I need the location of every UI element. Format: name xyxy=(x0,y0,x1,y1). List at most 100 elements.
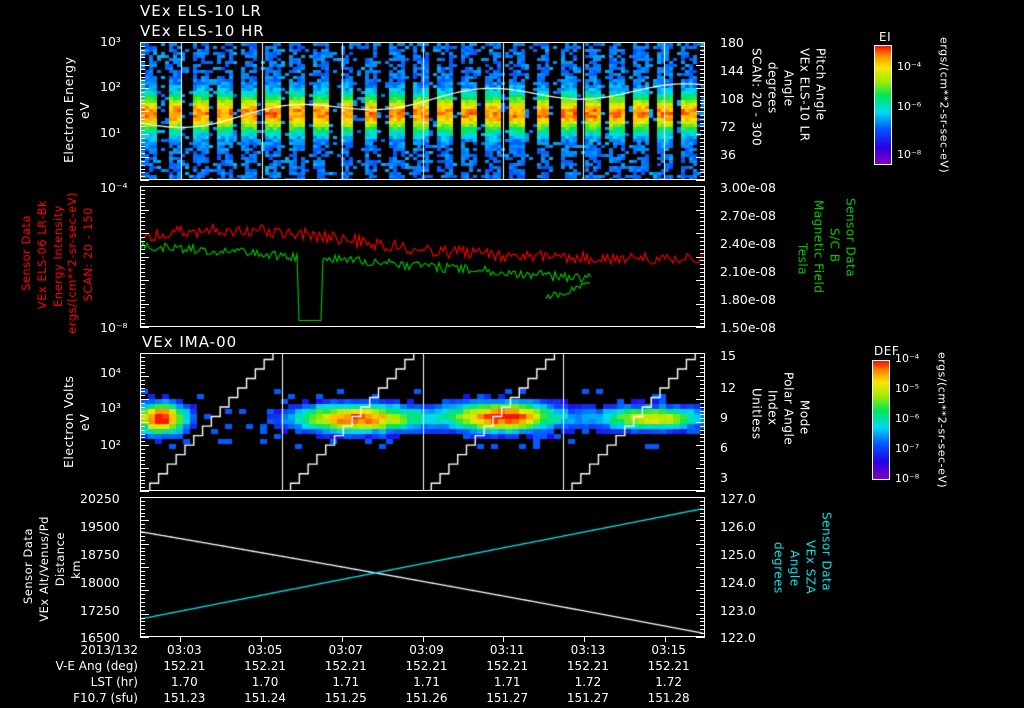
panel4-left-tick-13 xyxy=(140,548,145,549)
panel4-right-tick-5 xyxy=(700,516,705,517)
panel2-left-tick-22 xyxy=(140,272,145,273)
panel2-left-tick-33 xyxy=(140,315,145,316)
panel4-left-tick-27 xyxy=(140,602,145,603)
panel1-y2tick-108: 108 xyxy=(720,91,744,106)
xaxis-tick-4 xyxy=(503,637,504,642)
panel1-right-tick-18 xyxy=(696,111,705,112)
panel1-left-tick-2 xyxy=(140,50,145,51)
panel1-left-tick-31 xyxy=(140,161,145,162)
panel3-left-tick-27 xyxy=(140,457,145,458)
xaxis-tick-0 xyxy=(180,637,181,642)
panel1-left-tick-1 xyxy=(140,46,145,47)
panel4-right-tick-22 xyxy=(700,583,705,584)
panel3-y2tick-15: 15 xyxy=(720,348,736,363)
panel3-right-tick-30 xyxy=(696,468,705,469)
panel2-right-tick-8 xyxy=(700,217,705,218)
panel2-right-tick-20 xyxy=(700,264,705,265)
panel2-left-tick-1 xyxy=(140,190,145,191)
panel4-ytick-5: 16500 xyxy=(80,630,120,645)
bottom-cell-ve-ang-3: 152.21 xyxy=(405,659,448,673)
panel4-plot-area xyxy=(140,497,705,637)
panel2-left-tick-14 xyxy=(140,241,145,242)
panel2-right-tick-10 xyxy=(700,225,705,226)
panel3-left-tick-2 xyxy=(140,361,145,362)
panel4-right-tick-3 xyxy=(700,509,705,510)
panel2-right-tick-14 xyxy=(700,241,705,242)
panel3-left-tick-3 xyxy=(140,365,145,366)
panel4-left-tick-1 xyxy=(140,501,145,502)
panel4-left-tick-23 xyxy=(140,586,145,587)
panel4-right-tick-24 xyxy=(696,590,705,591)
bottom-cell-lst-2: 1.71 xyxy=(332,675,360,689)
panel2-left-tick-28 xyxy=(140,296,145,297)
panel4-right-tick-30 xyxy=(696,614,705,615)
panel1-left-tick-17 xyxy=(140,107,145,108)
panel4-ytick-2: 18750 xyxy=(80,547,120,562)
panel2-left-tick-20 xyxy=(140,264,145,265)
panel3-right-tick-7 xyxy=(700,380,705,381)
panel2-left-tick-19 xyxy=(140,260,145,261)
bottom-cell-lst-1: 1.70 xyxy=(251,675,279,689)
panel4-left-tick-8 xyxy=(140,528,145,529)
panel1-left-tick-21 xyxy=(140,123,145,124)
panel4-right-tick-8 xyxy=(700,528,705,529)
panel3-right-tick-4 xyxy=(700,368,705,369)
panel4-right-tick-7 xyxy=(700,524,705,525)
panel4-right-label-0: Sensor Data xyxy=(819,512,834,592)
panel3-right-tick-33 xyxy=(700,480,705,481)
panel4-y2tick-2: 125.0 xyxy=(720,547,756,562)
panel1-ytick-10: 10¹ xyxy=(100,125,121,140)
bottom-cell-f107-6: 151.28 xyxy=(647,691,690,705)
panel1-left-tick-32 xyxy=(140,165,145,166)
panel3-left-tick-26 xyxy=(140,453,145,454)
panel1-left-tick-23 xyxy=(140,130,145,131)
panel3-right-tick-16 xyxy=(700,414,705,415)
colorbar1-tick-2: 10⁻⁸ xyxy=(897,148,922,161)
panel2-left-label-2: Energy Intensity xyxy=(51,205,65,307)
bottom-cell-lst-5: 1.72 xyxy=(574,675,602,689)
colorbar1 xyxy=(874,45,892,165)
panel3-left-tick-15 xyxy=(140,411,145,412)
panel1-right-tick-23 xyxy=(700,130,705,131)
panel3-left-tick-20 xyxy=(140,430,145,431)
panel4-left-tick-21 xyxy=(140,579,145,580)
panel1-left-tick-26 xyxy=(140,142,145,143)
panel3-right-tick-32 xyxy=(700,476,705,477)
panel4-left-tick-4 xyxy=(140,513,145,514)
panel1-left-axis-units: eV xyxy=(77,88,92,132)
panel1-left-tick-3 xyxy=(140,54,145,55)
bottom-cell-ve-ang-2: 152.21 xyxy=(324,659,367,673)
panel2-right-tick-19 xyxy=(700,260,705,261)
panel3-right-tick-8 xyxy=(700,384,705,385)
panel2-left-tick-5 xyxy=(140,206,145,207)
panel4-right-label-3: degrees xyxy=(771,542,786,594)
panel3-left-tick-19 xyxy=(140,426,145,427)
panel2-left-tick-4 xyxy=(140,202,145,203)
panel2-right-tick-12 xyxy=(696,233,705,234)
panel4-y2tick-5: 122.0 xyxy=(720,630,756,645)
panel4-left-label-0: Sensor Data xyxy=(21,528,35,605)
panel3-right-tick-1 xyxy=(700,357,705,358)
panel2-right-tick-9 xyxy=(700,221,705,222)
panel2-right-label-2: Magnetic Field xyxy=(811,200,826,294)
panel4-left-tick-34 xyxy=(140,629,145,630)
panel3-right-tick-6 xyxy=(696,376,705,377)
panel2-right-tick-28 xyxy=(700,296,705,297)
panel2-left-tick-6 xyxy=(140,210,149,211)
panel4-right-label-2: Angle xyxy=(787,550,802,587)
panel2-left-tick-3 xyxy=(140,198,145,199)
bottom-cell-time-0: 03:03 xyxy=(167,643,202,657)
panel4-right-tick-16 xyxy=(700,559,705,560)
panel1-left-tick-16 xyxy=(140,103,145,104)
panel2-left-tick-10 xyxy=(140,225,145,226)
panel1-right-tick-27 xyxy=(700,146,705,147)
panel3-left-tick-6 xyxy=(140,376,149,377)
panel4-left-tick-0 xyxy=(140,497,149,498)
panel1-left-tick-13 xyxy=(140,92,145,93)
panel1-left-tick-11 xyxy=(140,84,145,85)
panel3-left-tick-9 xyxy=(140,388,145,389)
panel4-right-tick-34 xyxy=(700,629,705,630)
panel2-right-tick-30 xyxy=(696,304,705,305)
xaxis-tick-1 xyxy=(261,637,262,642)
panel2-y2tick-3: 2.10e-08 xyxy=(720,264,776,279)
